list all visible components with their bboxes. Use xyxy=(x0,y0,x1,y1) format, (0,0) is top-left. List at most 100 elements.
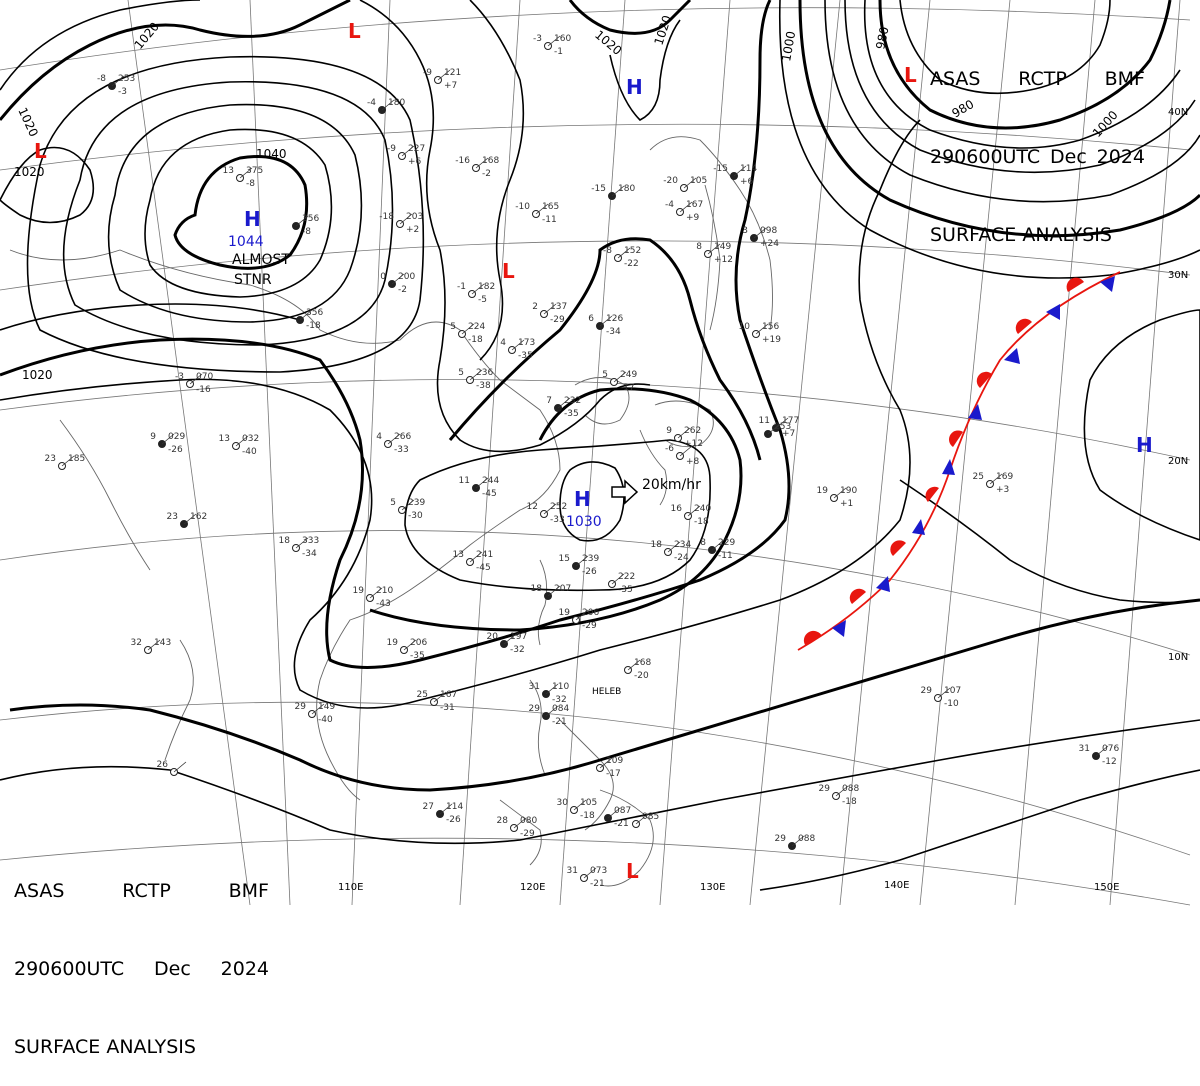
station-plot: 18 207 xyxy=(531,584,571,600)
wind-barb xyxy=(599,757,613,769)
wind-barb xyxy=(437,69,451,81)
station-plot: 168-20 xyxy=(624,658,651,681)
station-plot: 25 169 +3 xyxy=(973,472,1014,495)
station-temperature: 18 xyxy=(279,536,291,546)
station-pressure: 240 xyxy=(694,504,711,514)
graticule xyxy=(0,0,1191,906)
station-pressure: 244 xyxy=(482,476,499,486)
station-pressure: 232 xyxy=(564,396,581,406)
station-plot: 30 105 -18 xyxy=(557,798,598,821)
station-tendency: -3 xyxy=(118,87,127,97)
station-tendency: -11 xyxy=(718,551,733,561)
station-pressure: 239 xyxy=(582,554,599,564)
motion-speed: 20km/hr xyxy=(642,477,701,493)
station-tendency: -2 xyxy=(398,285,407,295)
header-issued: 290600UTC xyxy=(930,146,1041,168)
station-plot: -4 180 xyxy=(367,98,405,114)
wind-barb xyxy=(767,423,781,435)
weather-chart: 1020 1020 1020 1020 1040 1020 1020 1000 … xyxy=(0,0,1200,906)
station-plot: 253 xyxy=(764,422,791,438)
station-plot: 19 190 +1 xyxy=(817,486,858,509)
station-temperature: -8 xyxy=(603,246,612,256)
station-pressure: 126 xyxy=(606,314,623,324)
wind-barb xyxy=(791,835,805,847)
station-pressure: 333 xyxy=(302,536,319,546)
station-pressure: 152 xyxy=(624,246,641,256)
station-tendency: -2 xyxy=(482,169,491,179)
station-pressure: 149 xyxy=(318,702,335,712)
station-pressure: 156 xyxy=(762,322,779,332)
station-plot: 18 333 -34 xyxy=(279,536,320,559)
station-tendency: -5 xyxy=(478,295,487,305)
station-pressure: 252 xyxy=(550,502,567,512)
wind-barb xyxy=(401,145,415,157)
wind-barb xyxy=(937,687,951,699)
station-pressure: 168 xyxy=(634,658,651,668)
station-plot: 8 229 -11 xyxy=(700,538,735,561)
station-plot: 27 114 -26 xyxy=(423,802,464,825)
station-plot: -16 168 -2 xyxy=(455,156,499,179)
station-temperature: -6 xyxy=(665,444,674,454)
wind-barb xyxy=(461,323,475,335)
station-tendency: -45 xyxy=(482,489,497,499)
station-plot: 25 167 -31 xyxy=(417,690,458,713)
station-pressure: 266 xyxy=(394,432,411,442)
wind-barb xyxy=(543,303,557,315)
wind-barb xyxy=(403,639,417,651)
lon-label: 150E xyxy=(1094,882,1119,893)
wind-barb xyxy=(627,659,641,671)
station-plot: 356-8 xyxy=(292,214,319,237)
station-plot: 9 262 +12 xyxy=(666,426,703,449)
station-tendency: -26 xyxy=(168,445,183,455)
wind-barb xyxy=(503,633,517,645)
station-tendency: -26 xyxy=(446,815,461,825)
wind-barb xyxy=(711,539,725,551)
wind-barb xyxy=(239,167,253,179)
station-pressure: 105 xyxy=(690,176,707,186)
header-source: BMF xyxy=(228,880,269,902)
low-center-symbol: L xyxy=(904,63,917,87)
station-plot: 16 240 -18 xyxy=(671,504,712,527)
wind-barb xyxy=(535,203,549,215)
station-pressure: 110 xyxy=(552,682,569,692)
lon-label: 140E xyxy=(884,880,909,891)
station-plot: 29 088 -18 xyxy=(819,784,860,807)
wind-barb xyxy=(369,587,383,599)
station-temperature: -4 xyxy=(367,98,376,108)
station-tendency: -11 xyxy=(542,215,557,225)
station-tendency: -1 xyxy=(554,47,563,57)
station-plot: 19 210 -43 xyxy=(353,586,394,609)
stationary-front xyxy=(797,271,1121,651)
station-pressure: 143 xyxy=(154,638,171,648)
station-tendency: -21 xyxy=(552,717,567,727)
station-temperature: 5 xyxy=(390,498,396,508)
station-temperature: 4 xyxy=(376,432,382,442)
station-temperature: 13 xyxy=(219,434,230,444)
station-temperature: 5 xyxy=(602,370,608,380)
wind-barb xyxy=(387,433,401,445)
station-tendency: -34 xyxy=(606,327,621,337)
station-temperature: -15 xyxy=(591,184,606,194)
station-plot: -8 253 -3 xyxy=(97,74,135,97)
station-plot: 29 107 -10 xyxy=(921,686,962,709)
station-temperature: -4 xyxy=(665,200,674,210)
station-plots: -8 253-3-3 160-1-9 121+7-4 180-9 227+6 -16 168-… xyxy=(45,34,1120,889)
high-center-symbol: H xyxy=(244,207,261,231)
header-month: Dec xyxy=(1050,146,1087,168)
high-center-note: ALMOST xyxy=(232,252,290,268)
coastlines xyxy=(9,136,773,887)
station-temperature: 25 xyxy=(973,472,984,482)
station-pressure: 169 xyxy=(996,472,1013,482)
station-plot: 15 239 -26 xyxy=(559,554,600,577)
station-temperature: 19 xyxy=(559,608,571,618)
station-pressure: 356 xyxy=(302,214,319,224)
station-plot: 11 244 -45 xyxy=(459,476,500,499)
station-plot: 085 xyxy=(632,812,659,828)
station-plot: 0 200 -2 xyxy=(380,272,415,295)
wind-barb xyxy=(733,165,747,177)
station-temperature: 8 xyxy=(700,538,706,548)
wind-barb xyxy=(513,817,527,829)
station-plot: 7 232 -35 xyxy=(546,396,581,419)
station-temperature: 29 xyxy=(295,702,307,712)
station-pressure: 032 xyxy=(242,434,259,444)
